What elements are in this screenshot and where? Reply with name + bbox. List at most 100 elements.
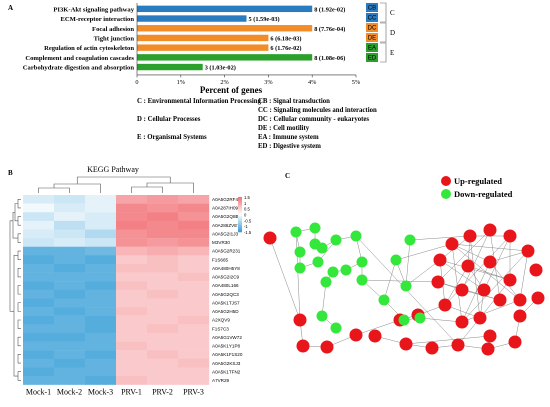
dendrogram-branch — [17, 199, 21, 209]
x-tick-label: 5% — [352, 79, 361, 86]
heatmap-cell — [85, 229, 117, 239]
up-regulated-node — [477, 283, 491, 297]
scale-tick-label: 0.5 — [244, 207, 250, 212]
heatmap-cell — [147, 203, 179, 213]
network-edge — [461, 250, 529, 323]
data-label: 8 (1.92e-02) — [314, 6, 345, 13]
heatmap-cell — [23, 195, 55, 204]
heatmap-cell — [116, 376, 148, 385]
class-label: C — [390, 9, 395, 17]
heatmap-cell — [147, 298, 179, 308]
heatmap-cell — [178, 246, 210, 256]
heatmap-cell — [178, 350, 210, 359]
column-label: Mock-2 — [57, 388, 82, 397]
heatmap-cell — [147, 332, 179, 342]
heatmap-cell — [116, 220, 148, 230]
heatmap-cell — [85, 298, 117, 308]
bar — [137, 15, 247, 22]
category-label: Carbohydrate digestion and absorption — [23, 65, 135, 72]
heatmap-cell — [85, 358, 117, 368]
heatmap-cell — [178, 376, 210, 385]
scale-step — [238, 221, 242, 224]
group-bracket — [380, 42, 387, 63]
up-regulated-node — [455, 315, 469, 329]
dendrogram-branch — [17, 216, 21, 226]
category-label: Tight junction — [94, 35, 135, 42]
heatmap-cell — [116, 358, 148, 368]
heatmap-cell — [54, 263, 86, 273]
dendrogram-branch — [9, 220, 13, 312]
heatmap-cell — [23, 341, 55, 351]
heatmap-cell — [147, 281, 179, 291]
scale-step — [238, 225, 242, 228]
heatmap-cell — [178, 324, 210, 334]
heatmap-cell — [85, 367, 117, 377]
down-regulated-node — [414, 312, 426, 324]
row-label: A0A5G2I1J3 — [212, 231, 238, 236]
heatmap-cell — [54, 255, 86, 265]
legend-label: Down-regulated — [454, 189, 513, 199]
heatmap-cell — [54, 212, 86, 222]
group-bracket — [380, 22, 387, 43]
up-regulated-node — [513, 293, 527, 307]
heatmap-cell — [54, 324, 86, 334]
data-label: 6 (1.76e-02) — [270, 45, 301, 52]
down-regulated-node — [350, 230, 362, 242]
category-label: Complement and coagulation cascades — [25, 55, 134, 62]
scale-step — [238, 205, 242, 208]
heatmap-cell — [85, 220, 117, 230]
network-edge — [451, 243, 463, 323]
heatmap-cell — [147, 272, 179, 282]
x-tick-label: 0 — [135, 79, 138, 86]
heatmap-cell — [147, 289, 179, 299]
legend-label: Up-regulated — [454, 176, 502, 186]
down-regulated-node — [294, 246, 306, 258]
panel-c-label: C — [285, 172, 290, 180]
scale-step — [238, 216, 242, 219]
network-edge — [467, 265, 511, 281]
row-label: M3VR30 — [212, 240, 230, 245]
heatmap-cell — [85, 246, 117, 256]
network-nodes — [263, 222, 545, 356]
heatmap-cell — [147, 238, 179, 247]
heatmap-cell — [178, 220, 210, 230]
heatmap-cell — [178, 289, 210, 299]
x-tick-label: 2% — [220, 79, 229, 86]
heatmap-cell — [147, 358, 179, 368]
scale-tick-label: 1 — [244, 201, 247, 206]
heatmap-cell — [116, 212, 148, 222]
heatmap-cell — [178, 263, 210, 273]
heatmap-cell — [85, 332, 117, 342]
heatmap-cell — [23, 263, 55, 273]
scale-step — [238, 204, 242, 207]
network-edge — [321, 281, 327, 317]
heatmap-cell — [178, 212, 210, 222]
color-scale: 1.510.50-0.5-1-1.5 — [238, 195, 252, 235]
key-entry: EA : Immune system — [258, 134, 319, 141]
up-regulated-node — [296, 339, 310, 353]
data-label: 5 (1.59e-03) — [249, 16, 280, 23]
x-tick-label: 4% — [308, 79, 317, 86]
group-swatch — [366, 23, 378, 32]
scale-step — [238, 207, 242, 210]
dendrogram-branch — [17, 302, 21, 312]
down-regulated-node — [316, 310, 328, 322]
group-code: EA — [368, 46, 376, 52]
heatmap-cell — [85, 281, 117, 291]
heatmap-cell — [54, 281, 86, 291]
heatmap-cell — [23, 220, 55, 230]
network-edge — [405, 335, 491, 345]
category-key: C : Environmental Information Processing… — [137, 98, 377, 150]
heatmap-cell — [178, 203, 210, 213]
network-edge — [355, 319, 401, 336]
row-label: A0A5K1TFN2 — [212, 369, 241, 374]
heatmap-cell — [147, 350, 179, 359]
network-edge — [409, 235, 471, 241]
class-label: E — [390, 49, 394, 57]
heatmap-cell — [116, 315, 148, 325]
dendrogram-branch — [17, 267, 21, 278]
up-regulated-node — [263, 231, 277, 245]
scale-tick-label: 0 — [244, 213, 247, 218]
